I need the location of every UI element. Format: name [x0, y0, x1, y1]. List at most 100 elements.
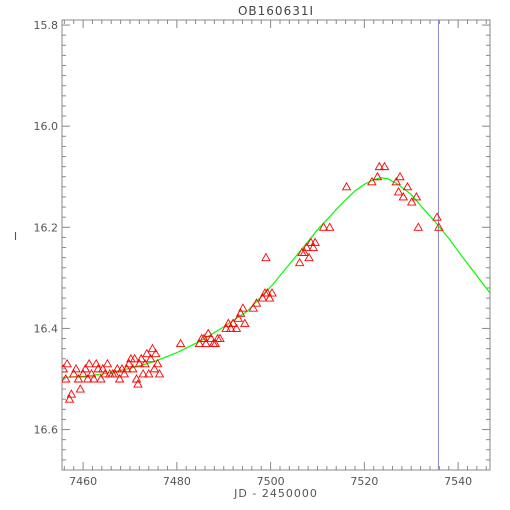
data-point-triangle — [225, 323, 236, 332]
data-point-triangle — [98, 363, 108, 373]
data-point-triangle — [71, 363, 81, 373]
data-point-triangle — [154, 369, 165, 378]
data-point-triangle — [138, 369, 148, 378]
data-point-triangle — [86, 369, 97, 378]
data-point-triangle — [299, 247, 310, 257]
data-point-triangle — [66, 389, 77, 398]
data-point-triangle — [413, 222, 424, 231]
data-point-triangle — [117, 363, 127, 373]
data-point-triangle — [68, 369, 79, 378]
data-point-triangle — [175, 338, 186, 348]
data-point-triangle — [152, 358, 163, 368]
data-point-triangle — [91, 358, 101, 368]
x-axis-label: JD - 2450000 — [233, 487, 318, 500]
data-point-triangle — [231, 323, 242, 332]
data-point-triangle — [367, 176, 377, 186]
data-point-triangle — [267, 288, 277, 297]
data-point-triangle — [233, 313, 244, 322]
data-point-triangle — [262, 288, 273, 297]
data-point-triangle — [264, 293, 275, 302]
data-point-triangle — [128, 363, 138, 373]
data-point-triangle — [64, 394, 75, 403]
data-point-triangle — [78, 369, 88, 378]
x-tick-label: 7500 — [257, 475, 285, 488]
data-point-triangle — [308, 242, 319, 251]
data-point-triangle — [301, 242, 312, 251]
data-point-triangle — [434, 222, 444, 231]
data-point-triangle — [124, 358, 134, 368]
data-point-triangle — [402, 181, 413, 191]
data-point-triangle — [206, 333, 216, 342]
plot-frame — [61, 19, 491, 471]
data-point-triangle — [210, 338, 221, 348]
data-point-triangle — [432, 212, 442, 221]
data-point-triangle — [221, 323, 231, 332]
data-point-triangle — [393, 187, 404, 196]
data-point-triangle — [150, 348, 161, 358]
data-point-triangle — [194, 338, 205, 348]
data-point-triangle — [129, 353, 140, 363]
data-point-triangle — [374, 161, 385, 171]
data-point-triangle — [248, 303, 259, 312]
data-point-triangle — [199, 333, 209, 342]
data-point-triangle — [73, 374, 84, 383]
data-point-triangle — [136, 353, 146, 363]
data-point-triangle — [318, 222, 329, 231]
data-point-triangle — [62, 358, 72, 368]
data-point-triangle — [112, 363, 123, 373]
data-point-triangle — [84, 358, 94, 368]
data-point-triangle — [304, 252, 314, 262]
data-point-triangle — [398, 192, 409, 201]
y-axis-label: I — [14, 230, 18, 243]
y-tick-label: 16.0 — [34, 120, 59, 133]
x-tick-label: 7540 — [444, 475, 472, 488]
data-point-triangle — [406, 197, 417, 206]
data-point-triangle — [201, 338, 211, 348]
data-point-triangle — [100, 369, 110, 378]
data-point-triangle — [261, 252, 271, 262]
data-point-triangle — [251, 298, 262, 307]
data-point-triangle — [96, 374, 106, 383]
data-point-triangle — [257, 293, 268, 302]
data-point-triangle — [133, 379, 143, 388]
y-tick-label: 16.4 — [34, 322, 59, 335]
data-point-triangle — [147, 343, 158, 353]
data-point-triangle — [142, 348, 152, 358]
data-point-triangle — [149, 363, 160, 373]
x-tick-label: 7520 — [350, 475, 378, 488]
chart-title: OB160631I — [238, 4, 314, 18]
data-point-triangle — [238, 303, 248, 312]
data-group — [62, 20, 490, 470]
data-point-triangle — [121, 363, 132, 373]
data-point-triangle — [89, 374, 99, 383]
data-point-triangle — [110, 369, 120, 378]
data-point-triangle — [235, 308, 246, 317]
data-point-triangle — [391, 176, 402, 186]
data-point-triangle — [294, 257, 305, 267]
x-tick-label: 7460 — [69, 475, 97, 488]
y-tick-label: 16.6 — [34, 424, 59, 437]
data-point-triangle — [93, 363, 103, 373]
data-point-triangle — [75, 384, 86, 393]
data-point-triangle — [341, 181, 352, 191]
data-point-triangle — [62, 363, 69, 373]
data-point-triangle — [143, 369, 154, 378]
y-tick-label: 15.8 — [34, 19, 59, 32]
data-point-triangle — [134, 358, 145, 368]
data-point-triangle — [114, 374, 125, 383]
plot-area: 7460 7480 7500 7520 7540 15.8 16.0 16.2 16.4 16.6 — [34, 19, 491, 488]
data-point-triangle — [324, 222, 335, 231]
data-point-triangle — [102, 358, 113, 368]
data-point-triangle — [372, 171, 383, 181]
data-point-triangle — [119, 369, 130, 378]
y-tick-label: 16.2 — [34, 221, 59, 234]
data-point-triangle — [203, 328, 214, 337]
x-tick-label: 7480 — [163, 475, 191, 488]
model-curve — [62, 177, 490, 379]
data-point-triangle — [140, 358, 150, 368]
data-point-triangle — [379, 161, 390, 171]
data-point-triangle — [83, 374, 93, 383]
data-point-triangle — [395, 171, 405, 181]
